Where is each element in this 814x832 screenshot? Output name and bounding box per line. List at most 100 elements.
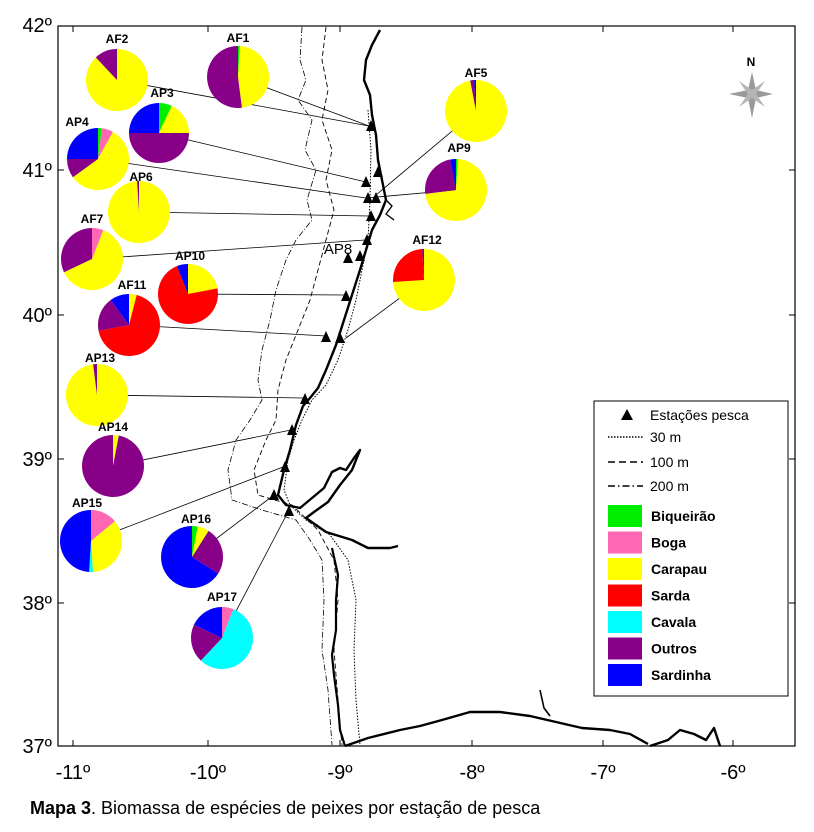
y-tick-label: 38º xyxy=(22,593,52,615)
legend-swatch xyxy=(608,664,642,686)
map-caption: Mapa 3. Biomassa de espécies de peixes p… xyxy=(30,798,540,819)
pie-slice-Carapau xyxy=(129,294,137,325)
pie-slice-Sardinha xyxy=(160,526,219,588)
pie-slice-Sarda xyxy=(158,266,219,325)
pie-slice-Carapau xyxy=(107,181,170,243)
x-tick-label: -8º xyxy=(459,762,485,784)
x-tick-label: -11º xyxy=(56,762,91,784)
river-cape xyxy=(539,689,551,717)
station-triangle-icon xyxy=(269,489,279,500)
y-tick-label: 40º xyxy=(22,305,52,327)
station-label: AP4 xyxy=(65,115,89,129)
station-connector xyxy=(138,211,370,217)
pie-slice-Outros xyxy=(67,159,98,178)
pie-slice-Outros xyxy=(424,159,456,194)
station-label: AP15 xyxy=(72,496,102,510)
station-label: AP6 xyxy=(129,170,153,184)
station-triangle-icon xyxy=(361,176,371,187)
pie-slice-Carapau xyxy=(63,230,124,291)
pie-slice-Boga xyxy=(98,128,113,159)
pie-slice-Carapau xyxy=(65,364,128,426)
y-tick-label: 37º xyxy=(22,736,52,758)
pie-slice-Outros xyxy=(422,249,424,280)
pie-slice-Outros xyxy=(93,363,97,395)
legend-swatch xyxy=(608,558,642,580)
station-connector xyxy=(97,158,367,199)
pie-slice-Carapau xyxy=(192,526,209,557)
legend-swatch xyxy=(608,531,642,554)
pie-slice-Cavala xyxy=(200,609,254,670)
station-connector xyxy=(91,239,366,260)
pie-slice-Carapau xyxy=(113,435,119,466)
station-triangle-icon xyxy=(300,393,310,404)
axis-tick-labels: 42º 41º 40º 39º 38º 37º-11º -10º -9º -8º -7º -6º xyxy=(22,15,746,784)
station-triangle-icon xyxy=(341,290,351,301)
pie-slice-Sardinha xyxy=(193,607,222,638)
pie-slice-Carapau xyxy=(238,46,270,108)
pie-slice-Carapau xyxy=(85,49,148,111)
pie-AP9: AP9 xyxy=(424,141,487,221)
pie-slice-Sardinha xyxy=(110,294,129,325)
pie-AP4: AP4 xyxy=(65,115,129,190)
isobath-100m xyxy=(253,26,343,746)
pie-slice-Carapau xyxy=(393,249,455,311)
legend-species-label: Cavala xyxy=(651,614,696,630)
legend-species-label: Sarda xyxy=(651,588,690,604)
legend-isobath-30m: 30 m xyxy=(650,429,681,445)
coastline xyxy=(276,29,722,748)
legend-triangle-icon xyxy=(621,409,633,420)
pie-slice-Outros xyxy=(192,530,223,574)
legend-swatch xyxy=(608,505,642,527)
pie-slice-Cavala xyxy=(89,541,93,573)
legend-species-label: Biqueirão xyxy=(651,508,716,524)
pie-slice-Sardinha xyxy=(176,264,188,294)
pie-slice-Sarda xyxy=(98,294,160,356)
station-label: AF1 xyxy=(227,31,250,45)
pie-slice-Outros xyxy=(60,227,92,273)
pie-slice-Sardinha xyxy=(129,103,159,133)
pie-AP10: AP10 xyxy=(158,249,219,325)
map-svg: 42º 41º 40º 39º 38º 37º-11º -10º -9º -8º -7º -6º A… xyxy=(22,15,796,784)
legend-species-label: Carapau xyxy=(651,561,707,577)
station-label: AP16 xyxy=(181,512,211,526)
station-triangle-icon xyxy=(280,461,290,472)
pie-slice-Sardinha xyxy=(67,128,98,159)
river-estuary-north xyxy=(385,199,395,221)
pie-slice-Outros xyxy=(470,80,476,111)
coastline-spain xyxy=(649,726,722,748)
station-label: AF7 xyxy=(81,212,104,226)
pie-slice-Outros xyxy=(190,624,222,661)
station-label: AP14 xyxy=(98,420,128,434)
station-label-AP8: AP8 xyxy=(324,241,352,258)
pie-AP16: AP16 xyxy=(160,512,223,588)
pie-slice-Outros xyxy=(81,434,144,497)
pie-slice-Biqueirão xyxy=(456,158,458,190)
station-label: AP13 xyxy=(85,351,115,365)
station-triangle-icon xyxy=(363,192,373,203)
pie-slice-Outros xyxy=(137,181,139,212)
pie-AF1: AF1 xyxy=(207,31,270,108)
pie-slice-Outros xyxy=(129,133,189,163)
pie-AP14: AP14 xyxy=(81,420,144,497)
pie-slice-Outros xyxy=(207,46,242,108)
pie-slice-Carapau xyxy=(91,521,123,572)
pie-AF7: AF7 xyxy=(60,212,124,291)
pie-slice-Boga xyxy=(222,607,234,638)
legend-swatch xyxy=(608,584,642,607)
legend-species: Biqueirão Boga Carapau Sarda Cavala Outros Sar… xyxy=(608,505,716,686)
legend-isobath-200m: 200 m xyxy=(650,478,689,494)
station-connector xyxy=(158,132,367,183)
pie-slice-Carapau xyxy=(188,264,218,294)
station-triangle-icon xyxy=(343,252,353,263)
compass-diagonal-icon xyxy=(739,81,765,107)
pie-slice-Sarda xyxy=(392,249,424,282)
pie-AF11: AF11 xyxy=(98,278,160,356)
coastline-south xyxy=(330,547,347,747)
pie-slice-Biqueirão xyxy=(192,526,198,557)
legend-swatch xyxy=(608,637,642,660)
pie-AP3: AP3 xyxy=(129,86,189,163)
caption-title: Mapa 3 xyxy=(30,798,92,818)
station-triangle-icon xyxy=(371,192,381,203)
legend-swatch xyxy=(608,611,642,633)
